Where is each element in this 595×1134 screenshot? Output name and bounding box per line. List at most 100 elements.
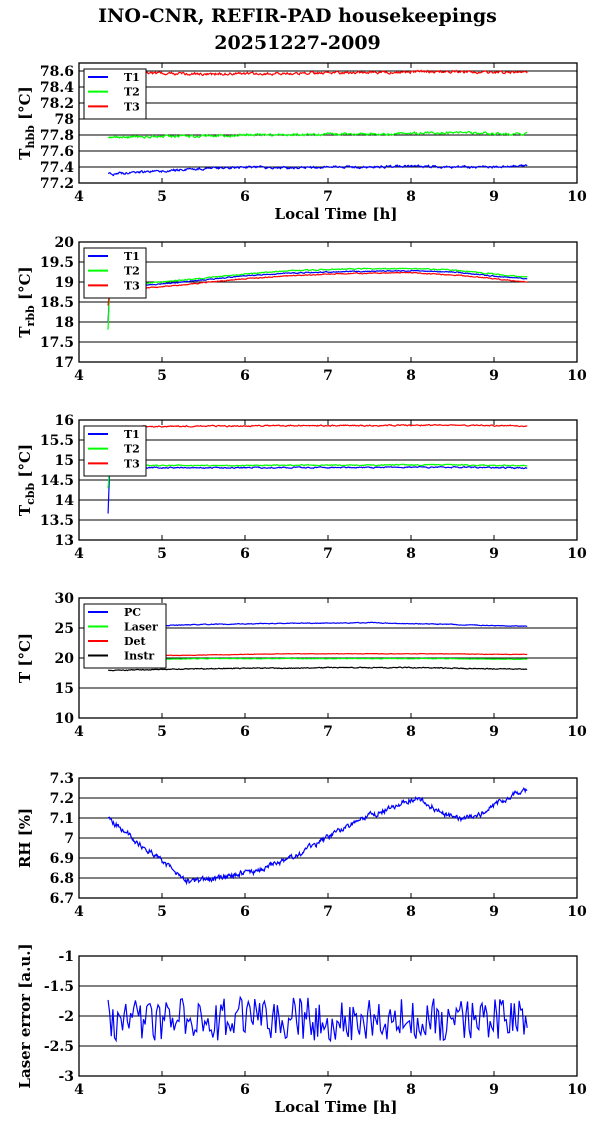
y-tick-label: 18.5 bbox=[40, 295, 74, 311]
y-tick-label: -1 bbox=[58, 949, 74, 965]
panel-6: 4 5 6 7 8 9 10 -1 -1.5 -2 -2.5 -3 Local Time [h] Lase… bbox=[16, 943, 587, 1116]
x-tick-label: 6 bbox=[240, 368, 250, 384]
x-tick-label: 10 bbox=[567, 1082, 587, 1098]
y-tick-label: 7.1 bbox=[50, 811, 74, 827]
y-axis-label: Trbb [°C] bbox=[16, 266, 37, 337]
x-tick-label: 4 bbox=[74, 189, 84, 205]
y-tick-label: 6.9 bbox=[50, 851, 74, 867]
x-tick-label: 9 bbox=[489, 904, 499, 920]
y-tick-label: 19.5 bbox=[40, 255, 74, 271]
panel-1: 4 5 6 7 8 9 1077.277.477.677.87878.278.478.6Lo… bbox=[16, 62, 587, 223]
x-tick-label: 4 bbox=[74, 546, 84, 562]
series-t2-line bbox=[107, 130, 528, 139]
y-tick-label: 78 bbox=[55, 112, 74, 128]
legend-label: T2 bbox=[124, 265, 140, 278]
figure-title: INO-CNR, REFIR-PAD housekeepings bbox=[98, 5, 497, 27]
y-tick-label: 10 bbox=[55, 711, 75, 727]
y-tick-label: 6.7 bbox=[50, 891, 74, 907]
y-tick-label: 20 bbox=[55, 235, 75, 251]
series-t1-line bbox=[107, 269, 528, 323]
y-tick-label: 15 bbox=[55, 681, 74, 697]
legend-label: Det bbox=[124, 635, 147, 648]
y-tick-label: 77.6 bbox=[40, 144, 74, 160]
panel-5: 4 5 6 7 8 9 10 6.7 6.8 6.9 7 7.1 7.2 7.3 RH [%] bbox=[16, 771, 587, 920]
legend-label: T3 bbox=[124, 100, 140, 113]
y-tick-label: 6.8 bbox=[50, 871, 74, 887]
y-axis-label: T [°C] bbox=[16, 633, 34, 683]
x-tick-label: 4 bbox=[74, 368, 84, 384]
y-axis-label: RH [%] bbox=[16, 808, 34, 868]
legend-label: T3 bbox=[124, 279, 140, 292]
x-tick-label: 8 bbox=[406, 724, 416, 740]
legend-label: Instr bbox=[124, 650, 154, 663]
legend-label: T2 bbox=[124, 443, 140, 456]
x-tick-label: 5 bbox=[157, 546, 167, 562]
y-tick-label: 14.5 bbox=[40, 473, 74, 489]
legend-label: T3 bbox=[124, 457, 140, 470]
y-tick-label: 78.4 bbox=[40, 80, 74, 96]
series-line bbox=[107, 787, 528, 886]
y-tick-label: -2.5 bbox=[44, 1039, 74, 1055]
x-tick-label: 6 bbox=[240, 1082, 250, 1098]
y-tick-label: 13 bbox=[55, 533, 74, 549]
series-t1-line bbox=[108, 163, 528, 177]
x-tick-label: 8 bbox=[406, 368, 416, 384]
y-tick-label: 19 bbox=[55, 275, 74, 291]
y-tick-label: 77.8 bbox=[40, 128, 74, 144]
legend-label: T1 bbox=[124, 250, 140, 263]
series-t1-line bbox=[107, 465, 528, 514]
y-axis-label: Laser error [a.u.] bbox=[16, 943, 34, 1088]
y-tick-label: 7.2 bbox=[50, 791, 74, 807]
x-tick-label: 6 bbox=[240, 904, 250, 920]
x-tick-label: 10 bbox=[567, 904, 587, 920]
x-tick-label: 7 bbox=[323, 189, 333, 205]
plot-frame bbox=[78, 62, 578, 184]
series-line bbox=[107, 995, 528, 1043]
x-tick-label: 7 bbox=[323, 724, 333, 740]
y-tick-label: 77.4 bbox=[40, 160, 74, 176]
y-tick-label: -1.5 bbox=[44, 979, 74, 995]
y-axis-label: Tcbb [°C] bbox=[16, 444, 37, 516]
y-tick-label: 30 bbox=[55, 591, 75, 607]
series-t3-line bbox=[107, 423, 528, 431]
figure-subtitle: 20251227-2009 bbox=[214, 32, 381, 54]
x-tick-label: 10 bbox=[567, 724, 587, 740]
y-tick-label: 17 bbox=[55, 355, 74, 371]
y-tick-label: -2 bbox=[58, 1009, 74, 1025]
x-tick-label: 5 bbox=[157, 368, 167, 384]
x-tick-label: 8 bbox=[406, 546, 416, 562]
x-tick-label: 5 bbox=[157, 189, 167, 205]
series-t2-line bbox=[107, 267, 528, 330]
series-laser-line bbox=[108, 657, 528, 662]
legend-label: Laser bbox=[124, 621, 158, 634]
x-tick-label: 8 bbox=[406, 1082, 416, 1098]
y-tick-label: 16 bbox=[55, 413, 74, 429]
series-pc-line bbox=[107, 621, 528, 630]
x-tick-label: 10 bbox=[567, 189, 587, 205]
legend-label: T1 bbox=[124, 71, 140, 84]
x-tick-label: 5 bbox=[157, 1082, 167, 1098]
y-tick-label: 78.6 bbox=[40, 64, 74, 80]
x-tick-label: 4 bbox=[74, 904, 84, 920]
y-tick-label: 15.5 bbox=[40, 433, 74, 449]
x-tick-label: 7 bbox=[323, 368, 333, 384]
x-tick-label: 10 bbox=[567, 368, 587, 384]
series-det-line bbox=[107, 652, 528, 658]
x-tick-label: 6 bbox=[240, 724, 250, 740]
x-tick-label: 6 bbox=[240, 189, 250, 205]
x-tick-label: 9 bbox=[489, 368, 499, 384]
y-tick-label: 7 bbox=[64, 831, 74, 847]
x-tick-label: 5 bbox=[157, 724, 167, 740]
y-tick-label: -3 bbox=[58, 1069, 74, 1085]
x-axis-label: Local Time [h] bbox=[275, 1098, 398, 1116]
y-tick-label: 17.5 bbox=[40, 335, 74, 351]
x-tick-label: 10 bbox=[567, 546, 587, 562]
x-tick-label: 9 bbox=[489, 1082, 499, 1098]
y-axis-label: Thbb [°C] bbox=[16, 86, 37, 159]
